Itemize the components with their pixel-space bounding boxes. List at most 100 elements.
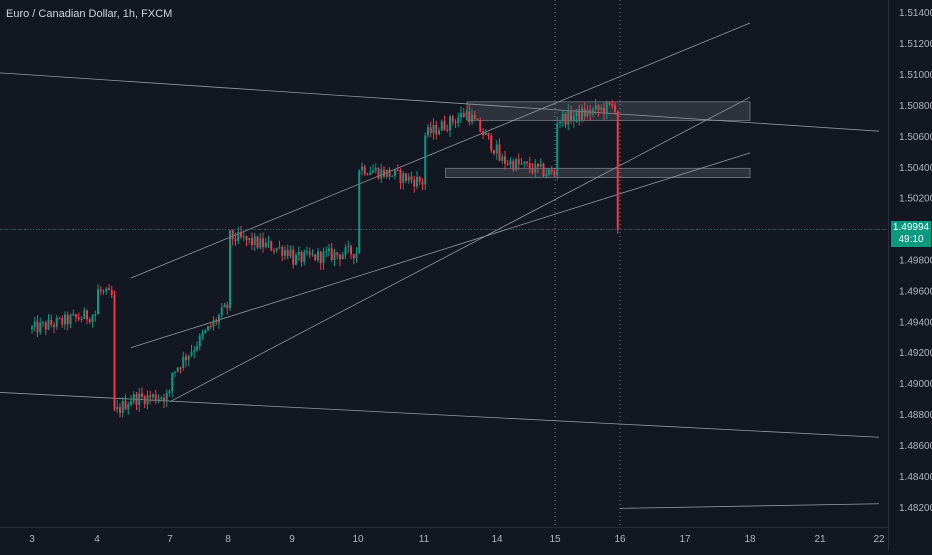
- y-tick-label: 1.51000: [899, 70, 932, 81]
- trendline-5[interactable]: [130, 152, 751, 348]
- candle-body: [163, 397, 165, 402]
- candle-body: [75, 314, 77, 318]
- candle-body: [58, 318, 61, 320]
- candle-body: [223, 304, 226, 308]
- candle-body: [603, 107, 605, 114]
- trendline-3[interactable]: [130, 22, 751, 279]
- candle-body: [586, 109, 589, 117]
- candle: [33, 316, 36, 332]
- x-tick-label: 22: [873, 534, 885, 545]
- trendline-6[interactable]: [619, 503, 880, 509]
- candle: [220, 303, 223, 319]
- candle-body: [548, 169, 550, 175]
- candle: [61, 315, 64, 328]
- candle-body: [512, 160, 515, 170]
- candle-body: [220, 307, 223, 316]
- candle: [394, 169, 396, 180]
- candle: [583, 101, 586, 121]
- candle: [581, 104, 583, 123]
- candle-body: [479, 120, 482, 132]
- candle: [570, 105, 572, 125]
- x-tick-label: 17: [679, 534, 691, 545]
- zone-rect-1[interactable]: [466, 101, 751, 121]
- candle-body: [215, 320, 218, 323]
- candle: [311, 249, 314, 257]
- candle-body: [614, 105, 616, 112]
- candle: [234, 232, 237, 246]
- candle-body: [432, 124, 435, 134]
- candle: [42, 321, 44, 327]
- candle-body: [33, 321, 36, 327]
- candle-body: [42, 322, 44, 324]
- candle-body: [80, 318, 83, 320]
- candle: [157, 394, 160, 404]
- trendline-4[interactable]: [169, 96, 751, 403]
- candle: [421, 178, 424, 191]
- candle-body: [99, 289, 102, 292]
- candle-body: [256, 236, 259, 248]
- candle: [83, 307, 86, 320]
- candle-body: [135, 394, 138, 406]
- candle: [443, 115, 446, 131]
- candle: [154, 389, 157, 404]
- candle-body: [363, 166, 366, 175]
- candle: [77, 312, 80, 322]
- candle: [201, 329, 204, 341]
- candle: [363, 164, 366, 177]
- candle-body: [490, 135, 493, 151]
- candle: [520, 157, 523, 165]
- candle-body: [451, 116, 454, 123]
- candle-body: [438, 130, 440, 135]
- y-tick-label: 1.49200: [899, 348, 932, 359]
- candle-body: [152, 394, 154, 398]
- candle: [399, 168, 402, 190]
- candle: [328, 243, 330, 257]
- candle: [358, 169, 361, 254]
- candle: [223, 302, 226, 308]
- zone-rect-2[interactable]: [445, 167, 751, 178]
- candle: [39, 317, 42, 335]
- candle: [165, 389, 168, 408]
- candle-body: [462, 113, 465, 117]
- candle-body: [567, 110, 570, 125]
- trendline-2[interactable]: [0, 391, 880, 438]
- candle: [262, 232, 264, 253]
- candle-body: [44, 322, 47, 330]
- candle-body: [336, 252, 339, 255]
- candle-body: [509, 160, 512, 165]
- candle-body: [355, 253, 358, 259]
- candle-body: [325, 251, 328, 253]
- candle: [537, 163, 539, 173]
- candle: [325, 246, 328, 258]
- candle-body: [443, 121, 446, 130]
- trendline-1[interactable]: [0, 71, 880, 132]
- candle-body: [449, 116, 451, 131]
- candle: [344, 244, 347, 260]
- candle: [487, 132, 490, 140]
- candle-body: [253, 236, 256, 246]
- candle-body: [561, 113, 564, 122]
- candle: [119, 403, 121, 418]
- candle: [47, 314, 50, 331]
- candle-body: [487, 132, 490, 136]
- candle: [270, 240, 273, 252]
- candle: [102, 289, 105, 295]
- candle-body: [413, 179, 416, 187]
- candle-body: [72, 314, 75, 316]
- candle-body: [295, 255, 297, 265]
- candle-body: [556, 123, 559, 176]
- candle-body: [196, 346, 198, 350]
- candle: [240, 225, 242, 240]
- candle: [490, 133, 493, 153]
- y-tick-label: 1.50800: [899, 101, 932, 112]
- candle-body: [289, 249, 292, 257]
- candle-body: [143, 396, 146, 405]
- candle-body: [542, 163, 545, 177]
- candle: [198, 333, 201, 351]
- candle-body: [297, 251, 300, 256]
- candle: [471, 109, 473, 126]
- candle-body: [592, 109, 594, 115]
